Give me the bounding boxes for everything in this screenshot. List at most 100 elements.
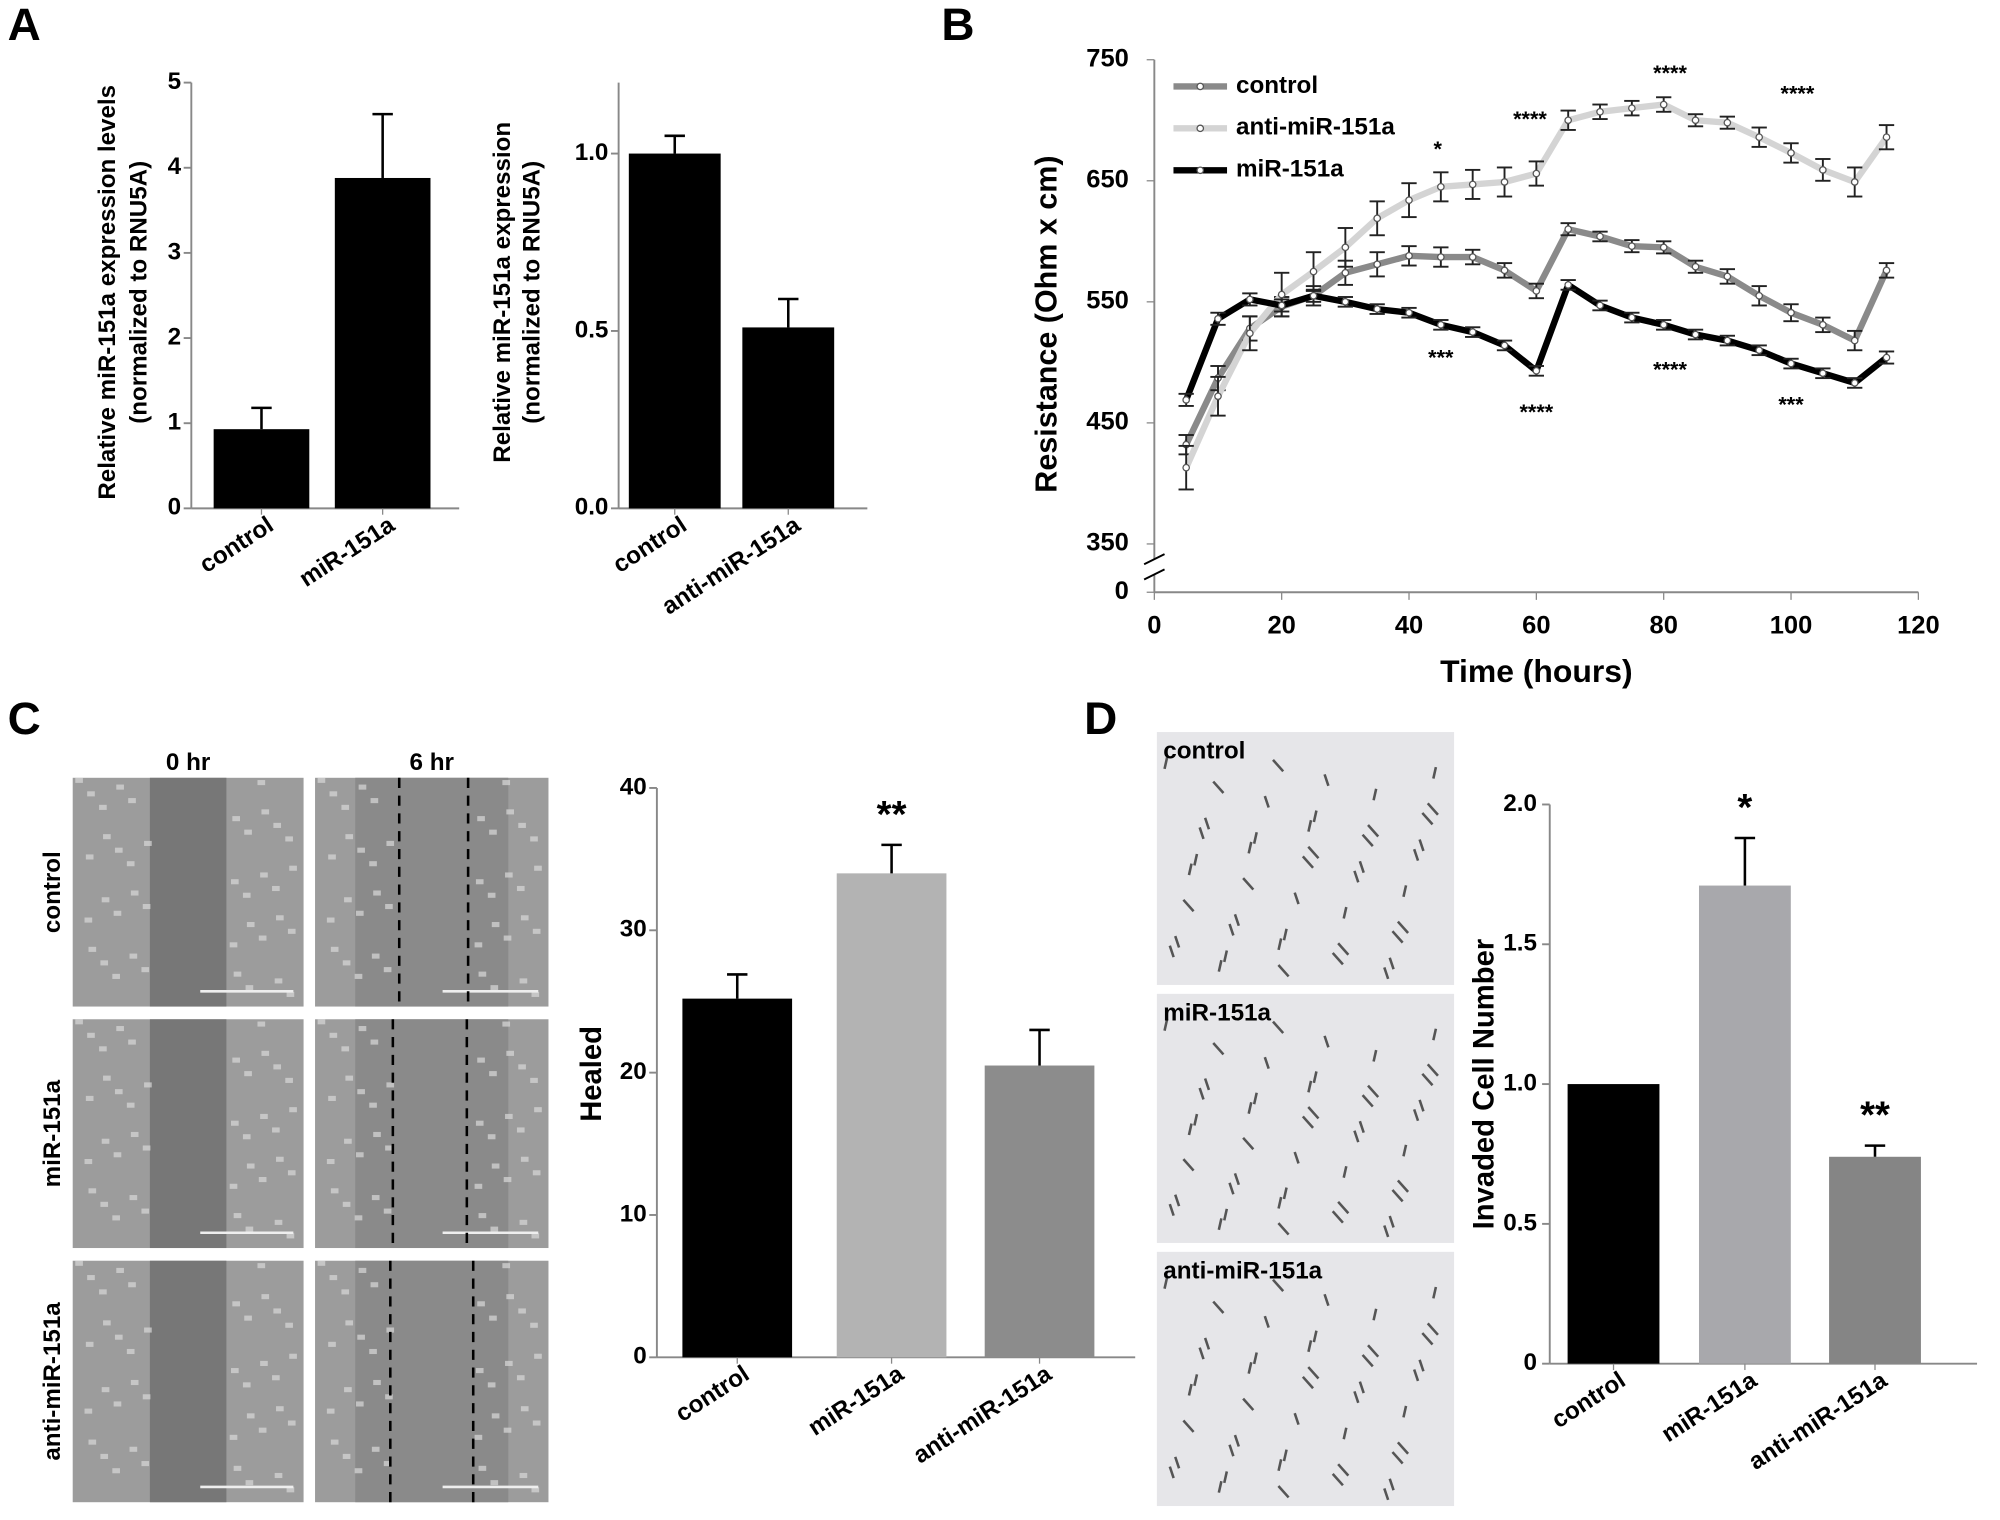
cell-texture — [100, 1453, 109, 1459]
cell-texture — [516, 1375, 525, 1381]
cell-texture — [242, 1382, 251, 1388]
y-tick-label: 2 — [168, 323, 181, 350]
error-bar — [1734, 836, 1756, 886]
cell-texture — [1193, 853, 1199, 866]
cell-texture — [1272, 1020, 1285, 1034]
cell-texture — [369, 1348, 377, 1355]
row-label: miR-151a — [39, 1079, 66, 1187]
cell-texture — [85, 1095, 94, 1101]
cell-texture — [1312, 1071, 1318, 1084]
x-tick-label: control — [608, 511, 692, 578]
point — [1468, 253, 1477, 261]
cell-texture — [369, 1102, 377, 1108]
cell-texture — [87, 1032, 95, 1038]
cell-texture — [84, 1158, 93, 1165]
y-tick-label: 0 — [168, 494, 181, 521]
cell-texture — [141, 1208, 150, 1214]
cell-texture — [317, 1019, 326, 1025]
cell-texture — [1337, 1200, 1350, 1215]
point — [1691, 330, 1700, 339]
cell-texture — [1301, 855, 1315, 869]
point — [1723, 336, 1732, 345]
cell-texture — [345, 1320, 354, 1326]
cell-texture — [285, 1322, 293, 1328]
cell-texture — [487, 1382, 496, 1388]
cell-texture — [1396, 920, 1410, 934]
cell-texture — [128, 798, 136, 804]
cell-texture — [1182, 898, 1195, 913]
point — [1405, 308, 1413, 317]
axis-break — [1143, 568, 1165, 581]
cell-texture — [317, 777, 326, 783]
cell-texture — [103, 1320, 111, 1326]
cell-texture — [114, 1089, 123, 1095]
point — [1182, 396, 1190, 404]
image-label: anti-miR-151a — [1163, 1258, 1322, 1285]
cell-texture — [491, 1163, 500, 1169]
significance-label: *** — [1428, 344, 1454, 369]
bar — [1567, 1084, 1660, 1364]
cell-texture — [383, 1461, 392, 1467]
cell-texture — [1277, 964, 1290, 978]
significance-label: **** — [1653, 60, 1687, 85]
cell-texture — [373, 1379, 381, 1386]
cell-texture — [261, 809, 270, 815]
cell-texture — [516, 885, 525, 892]
cell-texture — [1307, 845, 1320, 860]
cell-texture — [1331, 1473, 1344, 1487]
error-bar — [1029, 1028, 1050, 1066]
cell-texture — [1418, 839, 1425, 852]
legend-label: anti-miR-151a — [1236, 114, 1395, 141]
bar — [742, 327, 835, 509]
cell-texture — [477, 816, 485, 822]
cell-texture — [1388, 1478, 1395, 1491]
y-tick-label: 3 — [168, 238, 181, 265]
cell-texture — [257, 780, 266, 786]
cell-texture — [1337, 942, 1350, 956]
cell-texture — [261, 1050, 270, 1056]
point — [1659, 100, 1668, 109]
cell-texture — [1391, 1189, 1404, 1203]
x-tick-label: anti-miR-151a — [908, 1360, 1056, 1469]
cell-texture — [530, 836, 538, 842]
cell-texture — [491, 922, 500, 928]
column-label: 0 hr — [166, 749, 211, 776]
cell-texture — [274, 1472, 283, 1479]
cell-texture — [84, 917, 93, 923]
y-tick-label: 0.0 — [575, 494, 609, 521]
point — [1628, 104, 1636, 112]
image-label: miR-151a — [1163, 1000, 1271, 1027]
cell-texture — [88, 1439, 97, 1445]
point — [1564, 116, 1573, 125]
cell-texture — [518, 822, 526, 828]
cell-texture — [1203, 817, 1211, 830]
cell-texture — [491, 1413, 500, 1419]
cell-texture — [342, 960, 351, 966]
cell-texture — [1223, 1471, 1229, 1484]
x-tick-label: 100 — [1770, 611, 1813, 639]
cell-texture — [1212, 1042, 1225, 1056]
cell-texture — [1396, 1441, 1410, 1455]
cell-texture — [273, 1308, 282, 1314]
y-tick-label: 450 — [1086, 408, 1129, 436]
x-tick-label: 60 — [1522, 611, 1550, 639]
point — [1691, 116, 1700, 125]
cell-texture — [1307, 1106, 1320, 1120]
cell-texture — [386, 840, 395, 846]
significance-label: **** — [1653, 357, 1687, 382]
y-tick-label: 0 — [1115, 577, 1129, 605]
cell-texture — [489, 1315, 497, 1321]
cell-texture — [1412, 1369, 1420, 1382]
cell-texture — [142, 1145, 151, 1151]
cell-texture — [370, 1282, 379, 1288]
cell-texture — [130, 890, 139, 896]
cell-texture — [272, 885, 280, 892]
point — [1787, 149, 1795, 157]
cell-texture — [329, 791, 338, 797]
y-tick-label: 20 — [620, 1058, 647, 1085]
scratch-gap — [149, 1260, 227, 1503]
y-tick-label: 0.5 — [575, 316, 609, 343]
cell-texture — [1331, 952, 1344, 966]
point — [1214, 392, 1222, 401]
cell-texture — [1242, 1397, 1255, 1411]
